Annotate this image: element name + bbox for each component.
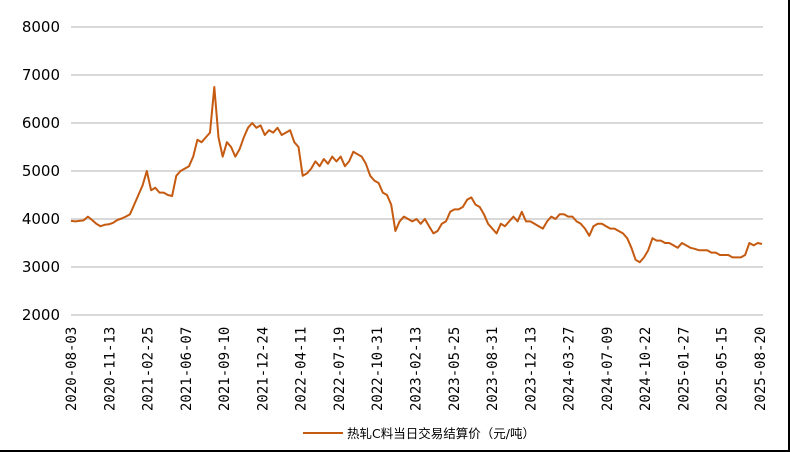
- y-tick-label: 4000: [22, 210, 60, 228]
- x-tick-label: 2022-07-19: [332, 327, 348, 411]
- x-tick-label: 2022-10-31: [370, 327, 386, 411]
- legend-label: 热轧C料当日交易结算价（元/吨）: [347, 426, 535, 441]
- x-tick-label: 2024-03-27: [562, 327, 578, 411]
- price-line-series: [70, 86, 763, 264]
- x-tick-label: 2023-12-13: [523, 327, 539, 411]
- y-tick-label: 6000: [22, 114, 60, 132]
- x-tick-label: 2022-04-11: [294, 327, 310, 411]
- x-tick-label: 2020-08-03: [64, 327, 80, 411]
- y-axis-labels: 2000 3000 4000 5000 6000 7000 8000: [22, 18, 60, 324]
- x-tick-label: 2025-01-27: [676, 327, 692, 411]
- legend: 热轧C料当日交易结算价（元/吨）: [303, 423, 535, 442]
- y-tick-label: 7000: [22, 66, 60, 84]
- x-tick-label: 2025-08-20: [753, 327, 769, 411]
- x-tick-label: 2023-08-31: [485, 327, 501, 411]
- x-tick-label: 2024-07-09: [600, 327, 616, 411]
- y-tick-label: 2000: [22, 306, 60, 324]
- x-tick-label: 2023-02-13: [409, 327, 425, 411]
- y-tick-label: 8000: [22, 18, 60, 36]
- x-tick-label: 2021-06-07: [179, 327, 195, 411]
- x-tick-label: 2021-02-25: [141, 327, 157, 411]
- x-axis-labels: 2020-08-03 2020-11-13 2021-02-25 2021-06-07…: [64, 327, 769, 411]
- x-tick-label: 2024-10-22: [638, 327, 654, 411]
- gridlines: [71, 26, 763, 316]
- x-tick-label: 2025-05-15: [715, 327, 731, 411]
- x-tick-label: 2021-09-10: [217, 327, 233, 411]
- x-tick-label: 2021-12-24: [255, 327, 271, 411]
- x-tick-label: 2020-11-13: [102, 327, 118, 411]
- y-tick-label: 5000: [22, 162, 60, 180]
- y-tick-label: 3000: [22, 258, 60, 276]
- x-tick-label: 2023-05-25: [447, 327, 463, 411]
- legend-line-swatch-icon: [303, 431, 343, 434]
